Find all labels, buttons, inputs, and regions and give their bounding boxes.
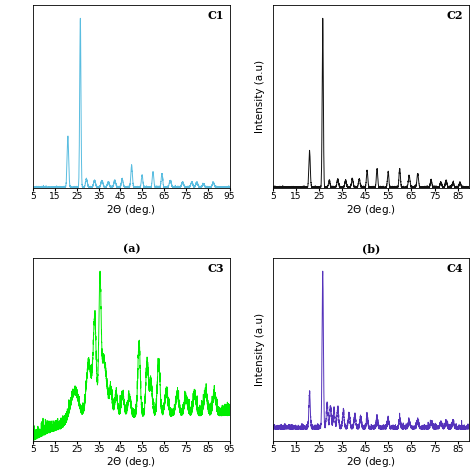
Y-axis label: Intensity (a.u): Intensity (a.u) xyxy=(255,60,265,133)
Text: (b): (b) xyxy=(362,243,380,254)
Y-axis label: Intensity (a.u): Intensity (a.u) xyxy=(255,313,265,386)
Text: C1: C1 xyxy=(207,10,224,21)
X-axis label: 2$\Theta$ (deg.): 2$\Theta$ (deg.) xyxy=(346,202,396,217)
X-axis label: 2$\Theta$ (deg.): 2$\Theta$ (deg.) xyxy=(346,456,396,469)
X-axis label: 2$\Theta$ (deg.): 2$\Theta$ (deg.) xyxy=(106,202,156,217)
Text: C4: C4 xyxy=(447,263,464,274)
X-axis label: 2$\Theta$ (deg.): 2$\Theta$ (deg.) xyxy=(106,456,156,469)
Text: C3: C3 xyxy=(207,263,224,274)
Text: C2: C2 xyxy=(447,10,464,21)
Text: (a): (a) xyxy=(123,243,140,254)
